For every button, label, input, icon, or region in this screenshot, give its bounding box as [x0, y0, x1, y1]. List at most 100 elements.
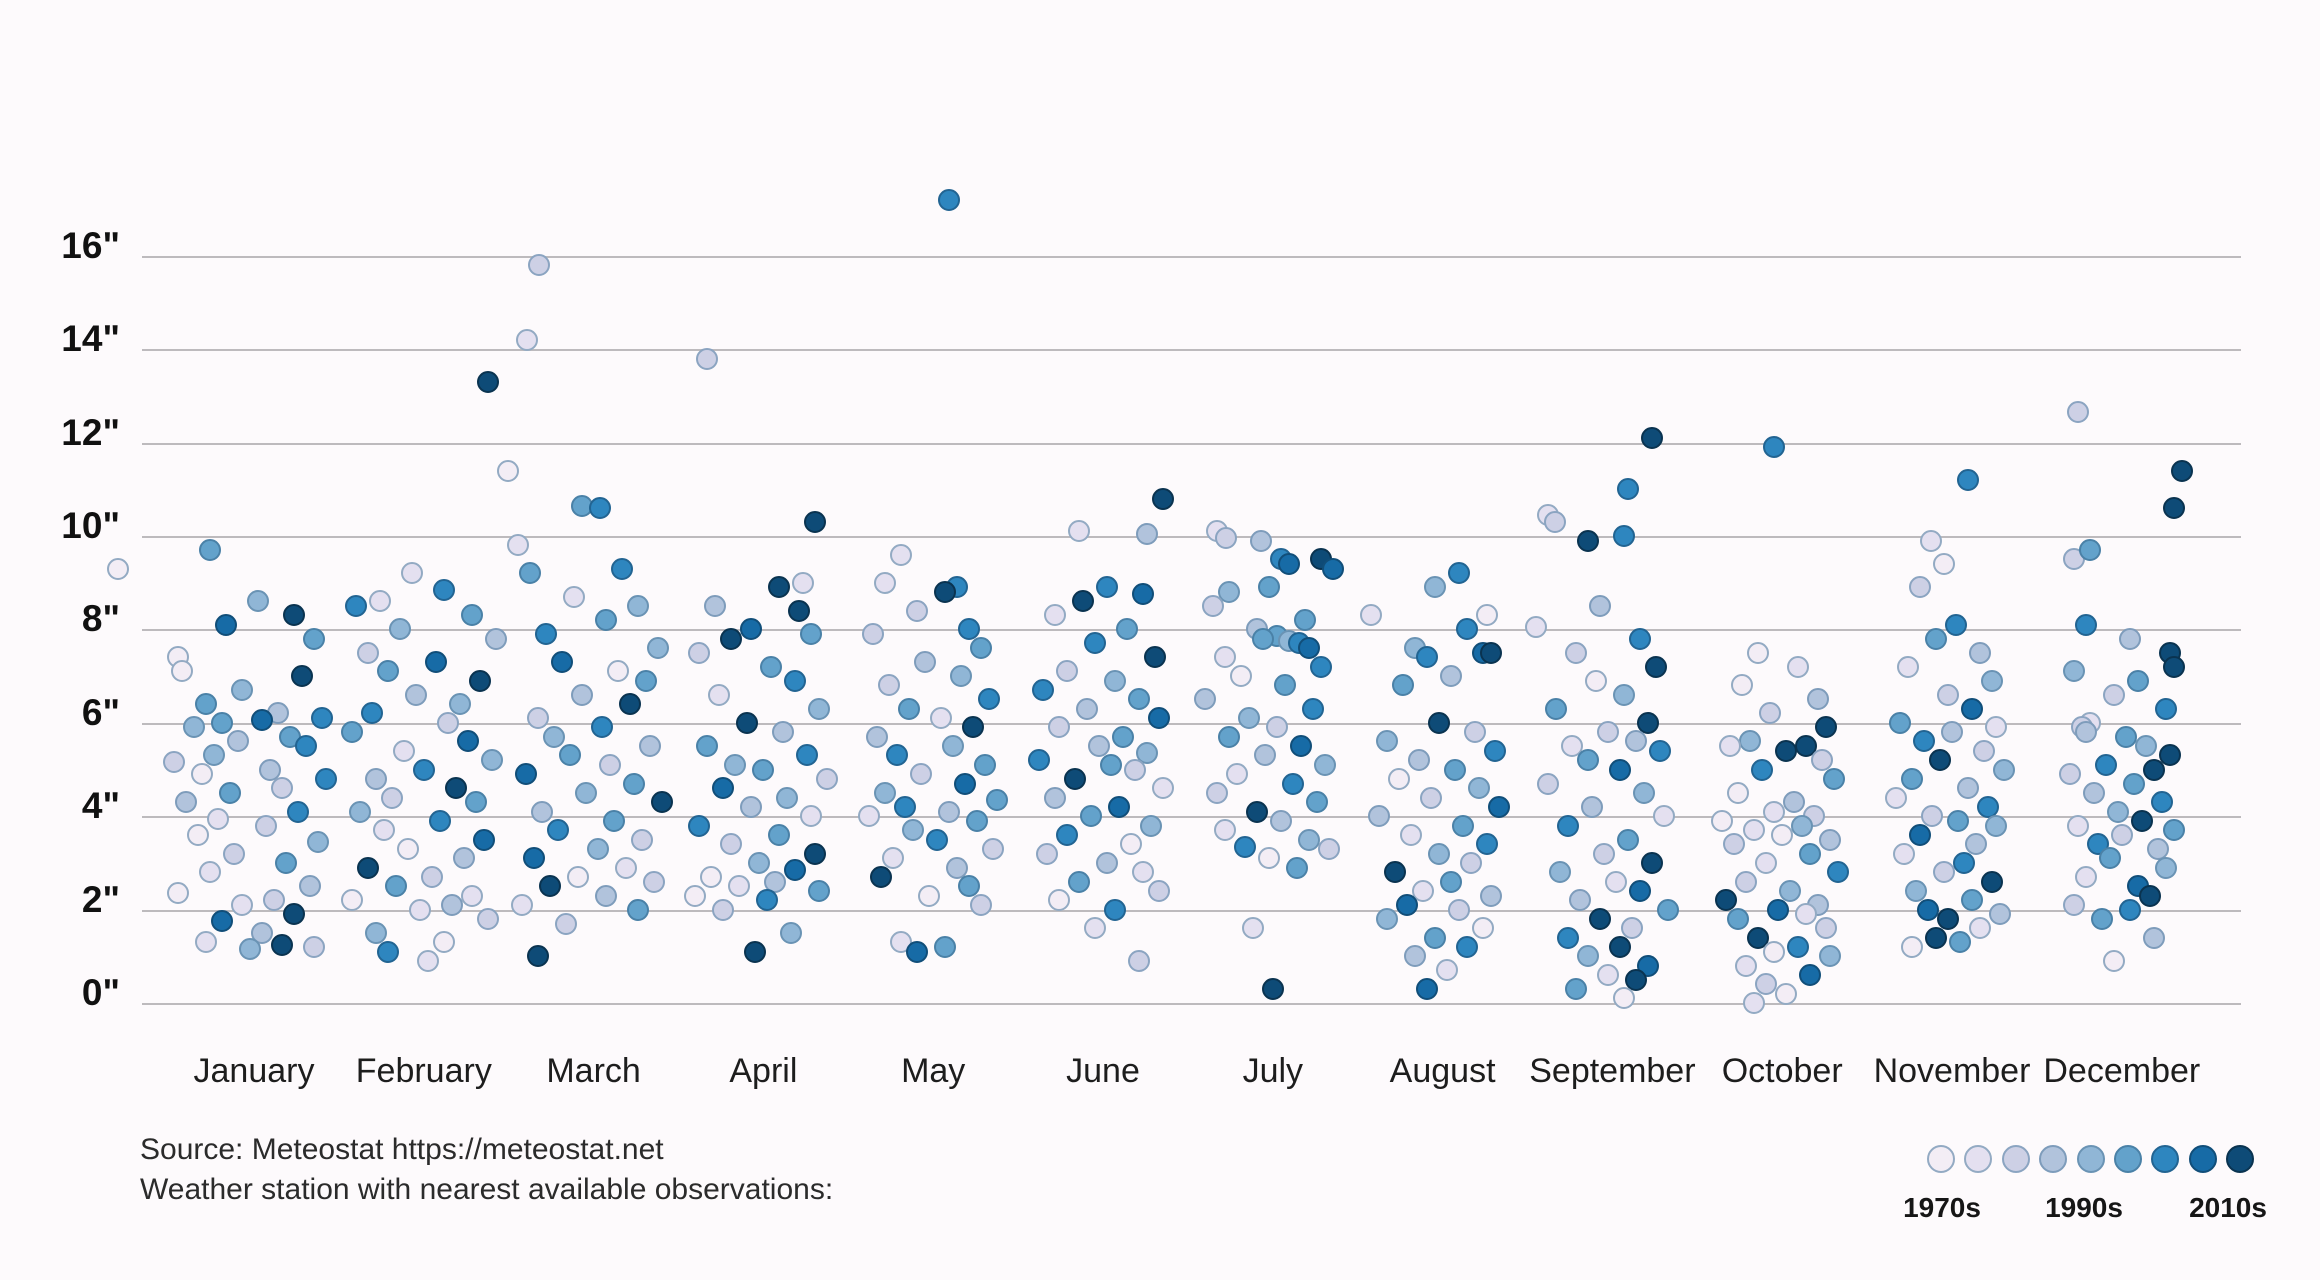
scatter-point [1439, 870, 1462, 893]
scatter-point [348, 800, 371, 823]
scatter-point [2098, 847, 2121, 870]
scatter-point [1585, 669, 1608, 692]
scatter-point [898, 697, 921, 720]
scatter-point [1036, 842, 1058, 865]
scatter-point [2154, 856, 2177, 879]
scatter-point [954, 772, 977, 795]
scatter-point [356, 641, 379, 664]
scatter-point [1265, 716, 1288, 739]
scatter-point [2122, 772, 2145, 795]
scatter-point [1621, 917, 1644, 940]
scatter-point [1108, 795, 1130, 818]
scatter-point [452, 847, 475, 870]
scatter-point [874, 571, 897, 594]
legend-swatch [2151, 1145, 2180, 1173]
scatter-point [530, 800, 553, 823]
scatter-point [914, 651, 937, 674]
scatter-point [630, 828, 653, 851]
scatter-point [1993, 758, 2015, 781]
scatter-point [424, 651, 447, 674]
scatter-point [570, 683, 593, 706]
scatter-point [720, 833, 743, 856]
scatter-point [1557, 926, 1580, 949]
scatter-point [688, 641, 711, 664]
scatter-point [634, 669, 657, 692]
scatter-point [1989, 903, 2011, 926]
scatter-point [784, 858, 807, 881]
scatter-point [1925, 627, 1947, 650]
scatter-point [2102, 949, 2125, 972]
scatter-point [1613, 987, 1636, 1010]
scatter-point [468, 669, 491, 692]
scatter-point [480, 749, 503, 772]
scatter-point [1427, 842, 1450, 865]
scatter-point [1549, 861, 1572, 884]
y-axis-tick-label: 12" [61, 411, 120, 453]
scatter-point [1132, 861, 1154, 884]
scatter-point [684, 884, 707, 907]
scatter-point [1257, 576, 1280, 599]
scatter-point [1423, 926, 1446, 949]
scatter-point [626, 595, 649, 618]
gridline [142, 442, 2241, 445]
scatter-point [1257, 847, 1280, 870]
scatter-point [1981, 870, 2003, 893]
scatter-point [934, 935, 957, 958]
scatter-point [1245, 800, 1268, 823]
scatter-point [1132, 583, 1154, 606]
scatter-point [808, 879, 831, 902]
scatter-point [1217, 581, 1240, 604]
scatter-point [1321, 557, 1344, 580]
x-axis-month-label: January [193, 1052, 315, 1090]
scatter-point [526, 707, 549, 730]
scatter-point [1885, 786, 1907, 809]
scatter-point [1375, 730, 1398, 753]
scatter-point [1947, 809, 1970, 832]
scatter-point [271, 933, 293, 956]
legend-swatch [2114, 1145, 2142, 1173]
scatter-point [1261, 977, 1284, 1000]
scatter-point [650, 791, 673, 814]
scatter-point [858, 805, 881, 828]
scatter-point [1443, 758, 1466, 781]
scatter-point [1391, 674, 1414, 697]
scatter-point [1407, 749, 1430, 772]
scatter-point [496, 459, 519, 482]
scatter-point [788, 599, 811, 622]
scatter-point [231, 679, 253, 702]
scatter-point [199, 539, 221, 561]
scatter-point [2142, 758, 2165, 781]
scatter-point [1383, 861, 1406, 884]
scatter-point [930, 707, 953, 730]
scatter-point [1649, 739, 1672, 762]
scatter-point [756, 889, 779, 912]
scatter-point [464, 791, 487, 814]
scatter-point [866, 725, 889, 748]
scatter-point [1763, 436, 1786, 459]
scatter-point [2142, 926, 2165, 949]
scatter-point [1593, 842, 1616, 865]
scatter-point [440, 893, 463, 916]
scatter-point [1375, 907, 1398, 930]
scatter-point [1819, 945, 1842, 968]
gridline [142, 349, 2241, 352]
scatter-point [183, 716, 205, 739]
scatter-point [1589, 595, 1612, 618]
scatter-point [231, 893, 253, 916]
scatter-point [1609, 935, 1632, 958]
scatter-point [1577, 749, 1600, 772]
scatter-point [1617, 828, 1640, 851]
scatter-point [1641, 426, 1664, 449]
scatter-point [610, 557, 633, 580]
scatter-point [299, 875, 321, 898]
scatter-point [303, 935, 325, 958]
scatter-point [2130, 809, 2153, 832]
scatter-point [171, 660, 193, 683]
scatter-point [1735, 954, 1758, 977]
scatter-point [303, 627, 325, 650]
scatter-point [356, 856, 379, 879]
scatter-point [1945, 613, 1967, 636]
scatter-point [696, 735, 719, 758]
scatter-point [1909, 823, 1931, 846]
